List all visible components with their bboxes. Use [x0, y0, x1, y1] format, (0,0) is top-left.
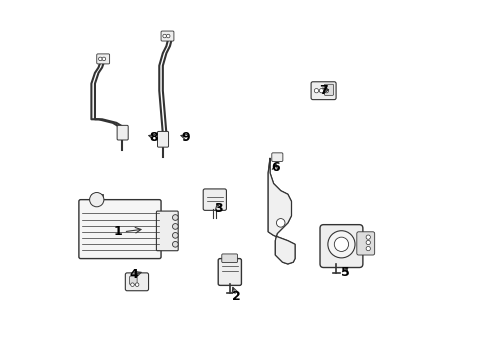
Circle shape	[366, 240, 370, 245]
FancyBboxPatch shape	[117, 125, 128, 140]
Text: 5: 5	[341, 266, 349, 279]
Text: 9: 9	[182, 131, 191, 144]
FancyBboxPatch shape	[311, 82, 336, 100]
Text: 3: 3	[214, 202, 222, 215]
Text: 7: 7	[319, 84, 328, 97]
Circle shape	[324, 89, 329, 93]
FancyBboxPatch shape	[157, 131, 169, 147]
Circle shape	[328, 231, 355, 258]
Circle shape	[319, 89, 323, 93]
Circle shape	[131, 283, 134, 287]
FancyBboxPatch shape	[156, 211, 178, 251]
FancyBboxPatch shape	[91, 194, 103, 202]
Circle shape	[135, 283, 139, 287]
FancyBboxPatch shape	[130, 276, 137, 285]
Circle shape	[276, 219, 285, 227]
Circle shape	[163, 34, 167, 38]
Circle shape	[172, 242, 178, 247]
FancyBboxPatch shape	[320, 225, 363, 267]
Text: 2: 2	[232, 289, 241, 303]
Circle shape	[102, 57, 106, 61]
FancyBboxPatch shape	[203, 189, 226, 210]
Circle shape	[366, 235, 370, 239]
FancyBboxPatch shape	[357, 232, 375, 255]
Circle shape	[172, 224, 178, 229]
FancyBboxPatch shape	[218, 258, 242, 285]
FancyBboxPatch shape	[161, 31, 174, 41]
FancyBboxPatch shape	[222, 254, 238, 262]
FancyBboxPatch shape	[324, 84, 334, 95]
Circle shape	[314, 89, 319, 93]
Text: 4: 4	[130, 268, 139, 281]
FancyBboxPatch shape	[97, 54, 110, 64]
Circle shape	[366, 247, 370, 251]
Circle shape	[334, 237, 348, 251]
Text: 6: 6	[271, 161, 280, 174]
Circle shape	[167, 34, 170, 38]
Circle shape	[172, 215, 178, 220]
Circle shape	[172, 233, 178, 238]
FancyBboxPatch shape	[272, 153, 283, 161]
FancyBboxPatch shape	[79, 200, 161, 258]
Text: 1: 1	[114, 225, 122, 238]
Polygon shape	[268, 158, 295, 264]
FancyBboxPatch shape	[125, 273, 148, 291]
Circle shape	[98, 57, 102, 61]
Circle shape	[90, 193, 104, 207]
Text: 8: 8	[149, 131, 158, 144]
